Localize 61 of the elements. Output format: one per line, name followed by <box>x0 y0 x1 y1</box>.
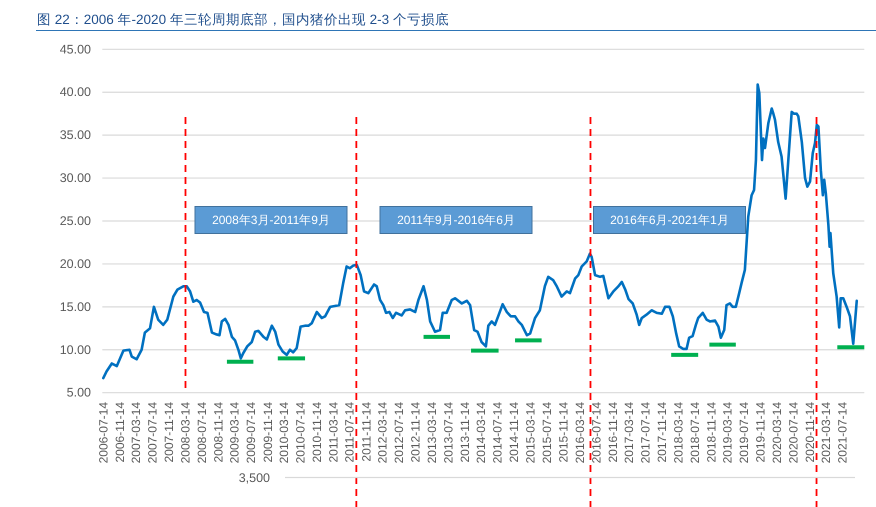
line-series <box>102 83 858 380</box>
x-tick-label: 2019-11-14 <box>754 402 768 462</box>
x-tick-label: 2009-11-14 <box>260 402 275 462</box>
x-tick-label: 2013-03-14 <box>424 402 439 464</box>
x-tick-label: 2010-07-14 <box>293 402 308 464</box>
y-tick-label: 25.00 <box>60 214 92 228</box>
y-tick-label: 15.00 <box>60 300 92 314</box>
y-tick-label: 5.00 <box>66 386 92 400</box>
annotation: 2008年3月-2011年9月 <box>212 213 330 227</box>
x-tick-label: 2018-07-14 <box>688 402 702 464</box>
x-tick-label: 2012-07-14 <box>392 402 406 464</box>
x-tick-label: 2010-11-14 <box>310 402 324 462</box>
x-tick-label: 2021-03-14 <box>819 402 834 464</box>
x-tick-label: 2011-11-14 <box>359 402 374 462</box>
x-tick-label: 2016-03-14 <box>572 402 587 464</box>
x-tick-label: 2014-07-14 <box>490 402 505 464</box>
x-tick-label: 2006-11-14 <box>112 402 127 462</box>
x-tick-label: 2015-07-14 <box>540 402 554 464</box>
x-tick-label: 2014-11-14 <box>507 402 522 462</box>
x-tick-label: 2009-03-14 <box>228 402 242 464</box>
text: 3,500 <box>238 471 270 485</box>
y-tick-label: 35.00 <box>60 128 92 142</box>
x-tick-label: 2006-07-14 <box>96 402 110 464</box>
x-tick-label: 2010-03-14 <box>277 402 291 464</box>
x-tick-label: 2019-03-14 <box>720 402 735 464</box>
x-tick-label: 2007-07-14 <box>146 402 160 464</box>
x-tick-label: 2015-03-14 <box>523 402 538 464</box>
x-tick-label: 2016-07-14 <box>589 402 604 464</box>
x-tick-label: 2008-03-14 <box>178 402 192 464</box>
x-tick-label: 2007-11-14 <box>162 402 176 462</box>
x-tick-label: 2014-03-14 <box>474 402 488 464</box>
x-tick-label: 2019-07-14 <box>737 402 752 464</box>
x-tick-label: 2007-03-14 <box>129 402 144 464</box>
x-tick-label: 2020-07-14 <box>786 402 800 464</box>
chart-title: 图 22：2006 年-2020 年三轮周期底部，国内猪价出现 2-3 个亏损底 <box>37 12 449 27</box>
y-tick-label: 20.00 <box>60 256 92 271</box>
x-tick-label: 2018-03-14 <box>671 402 686 464</box>
y-tick-label: 30.00 <box>60 171 92 186</box>
x-tick-label: 2020-03-14 <box>770 402 784 464</box>
annotation: 2016年6月-2021年1月 <box>610 213 729 227</box>
x-tick-label: 2012-03-14 <box>376 402 390 464</box>
annotation: 2011年9月-2016年6月 <box>397 213 515 227</box>
x-tick-label: 2009-07-14 <box>244 402 258 464</box>
y-tick-label: 45.00 <box>60 42 92 56</box>
x-tick-label: 2017-07-14 <box>638 402 653 464</box>
x-tick-label: 2017-03-14 <box>622 402 636 464</box>
x-tick-label: 2013-07-14 <box>441 402 456 464</box>
x-tick-label: 2012-11-14 <box>408 402 423 462</box>
x-tick-label: 2008-11-14 <box>212 402 226 462</box>
x-tick-label: 2008-07-14 <box>194 402 209 464</box>
x-tick-label: 2015-11-14 <box>556 402 570 462</box>
x-tick-label: 2011-07-14 <box>342 402 357 462</box>
x-tick-label: 2017-11-14 <box>655 402 670 462</box>
x-tick-label: 2011-03-14 <box>326 402 340 462</box>
y-tick-label: 10.00 <box>60 342 92 357</box>
x-tick-label: 2021-07-14 <box>836 402 850 464</box>
x-tick-label: 2018-11-14 <box>704 402 718 462</box>
x-tick-label: 2020-11-14 <box>803 402 818 462</box>
y-tick-label: 40.00 <box>60 85 92 100</box>
x-tick-label: 2016-11-14 <box>606 402 620 462</box>
x-tick-label: 2013-11-14 <box>458 402 472 462</box>
